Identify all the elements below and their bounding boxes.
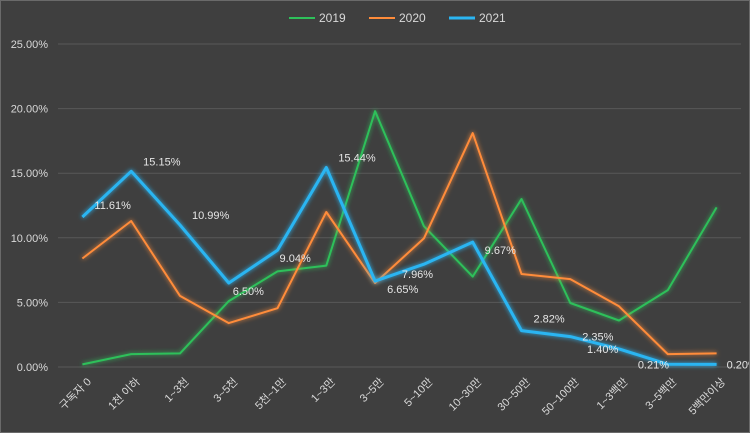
data-label: 10.99%	[192, 210, 230, 222]
x-tick-label: 1~3만	[308, 375, 338, 405]
x-tick-label: 3~5만	[357, 375, 387, 405]
data-label: 6.50%	[233, 286, 264, 298]
data-label: 0.21%	[638, 359, 669, 371]
x-tick-label: 5백만이상	[686, 375, 728, 417]
y-tick-label: 15.00%	[11, 168, 49, 180]
x-tick-label: 5~10만	[402, 375, 436, 409]
series-line-2021	[81, 166, 717, 366]
data-label: 11.61%	[94, 200, 131, 212]
data-label: 15.15%	[143, 156, 181, 168]
series-line-2020	[81, 132, 717, 356]
y-tick-label: 25.00%	[11, 39, 49, 51]
legend-label-2020: 2020	[399, 11, 426, 25]
series-line-2019	[82, 110, 718, 366]
x-tick-label: 3~5천	[210, 375, 240, 405]
y-tick-label: 0.00%	[17, 362, 48, 374]
y-tick-label: 20.00%	[11, 104, 49, 116]
data-label: 2.82%	[533, 314, 564, 326]
x-tick-label: 3~5백만	[643, 375, 680, 412]
x-tick-label: 1~3백만	[594, 375, 631, 412]
y-tick-label: 5.00%	[17, 297, 48, 309]
data-label: 2.35%	[582, 332, 613, 344]
y-tick-label: 10.00%	[11, 233, 49, 245]
data-label: 7.96%	[402, 269, 433, 281]
data-label: 9.04%	[280, 253, 311, 265]
data-label: 0.20%	[727, 359, 749, 371]
x-tick-label: 5천~1만	[252, 375, 289, 412]
data-label: 6.65%	[387, 284, 418, 296]
data-label: 9.67%	[485, 245, 516, 257]
data-label: 1.40%	[587, 344, 618, 356]
x-tick-label: 구독자 0	[57, 375, 94, 412]
x-tick-label: 1~3천	[161, 375, 191, 405]
legend-label-2019: 2019	[319, 11, 346, 25]
legend-label-2021: 2021	[479, 11, 506, 25]
x-tick-label: 1천 이하	[105, 375, 143, 413]
x-tick-label: 50~100만	[539, 375, 582, 418]
data-label: 15.44%	[338, 153, 376, 165]
x-tick-label: 10~30만	[446, 375, 484, 413]
x-tick-label: 30~50만	[495, 375, 533, 413]
